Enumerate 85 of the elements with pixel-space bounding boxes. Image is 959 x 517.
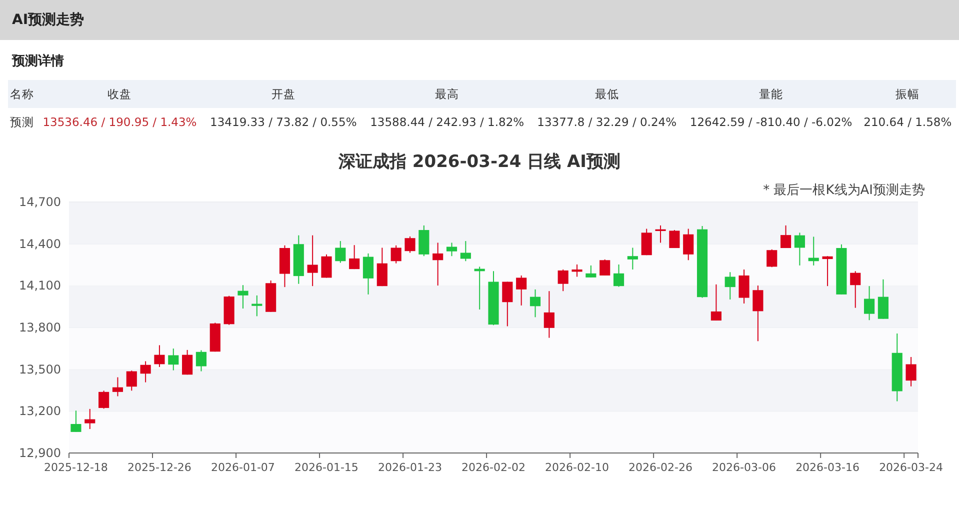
category-label: 最高 (363, 80, 531, 108)
candlestick (126, 370, 137, 392)
x-tick-label: 2026-02-02 (462, 461, 526, 474)
candlestick (390, 244, 402, 264)
candlestick (112, 376, 123, 397)
category-label: 振幅 (859, 80, 956, 108)
candlestick (168, 348, 179, 371)
x-tick-label: 2026-02-10 (545, 461, 609, 474)
candlestick (780, 224, 792, 249)
category-label: 最低 (530, 80, 683, 108)
candlestick (738, 268, 750, 304)
text: 13377.8 / 32.29 / 0.24% (536, 114, 678, 131)
candlestick (822, 256, 833, 287)
x-tick-label: 2026-03-24 (879, 461, 944, 474)
candlestick (850, 270, 861, 308)
x-tick-label: 2026-03-16 (796, 461, 860, 474)
candlestick (98, 390, 110, 410)
category-label: 开盘 (204, 80, 364, 108)
candlestick (252, 294, 262, 317)
candlestick (878, 278, 888, 320)
candlestick (766, 248, 778, 268)
text: * 最后一根K线为AI预测走势 (763, 183, 925, 198)
candlestick (349, 244, 360, 270)
x-tick-label: 2026-01-07 (211, 461, 275, 474)
y-tick-label: 14,700 (19, 195, 61, 209)
candlestick (710, 284, 722, 322)
candlestick (321, 254, 332, 278)
text: 13536.46 / 190.95 / 1.43% (42, 114, 198, 131)
text: 预测 (8, 114, 35, 130)
text: 210.64 / 1.58% (862, 114, 953, 131)
candlestick (683, 228, 694, 261)
candlestick (752, 285, 764, 342)
candlestick (182, 349, 193, 376)
category-label: 量能 (682, 80, 860, 108)
candlestick (446, 242, 458, 257)
candlestick (70, 410, 82, 432)
category-label: 收盘 (36, 80, 204, 108)
y-tick-label: 13,500 (19, 362, 61, 376)
candlestick (238, 284, 248, 310)
candlestick (516, 274, 527, 306)
candlestick (376, 247, 388, 287)
candlestick (335, 240, 346, 264)
candlestick (307, 234, 318, 287)
candlestick (586, 264, 596, 278)
category-label: 名称 (8, 80, 36, 108)
candlestick (502, 281, 513, 327)
y-tick-label: 12,900 (19, 446, 61, 460)
text: 12642.59 / -810.40 / -6.02% (688, 114, 854, 131)
candlestick (196, 350, 207, 372)
candlestick (362, 252, 374, 295)
text: 13588.44 / 242.93 / 1.82% (369, 114, 526, 131)
candlestick (613, 264, 624, 288)
candlestick (530, 288, 541, 318)
candlestick (404, 236, 416, 254)
candlestick (544, 290, 554, 338)
candlestick (140, 360, 151, 383)
candlestick (655, 224, 666, 244)
x-tick-label: 2026-01-23 (378, 461, 442, 474)
candlestick (432, 242, 444, 286)
candlestick (724, 272, 736, 300)
y-tick-label: 14,100 (19, 278, 61, 293)
x-tick-label: 2026-01-15 (294, 461, 358, 474)
candlestick (669, 230, 680, 249)
x-tick-label: 2025-12-18 (44, 461, 108, 474)
candlestick (154, 344, 165, 368)
text: AI预测走势 (0, 0, 959, 40)
y-tick-label: 13,800 (19, 320, 61, 334)
candlestick (460, 240, 471, 262)
x-tick-label: 2026-02-26 (628, 461, 692, 474)
candlestick (641, 228, 652, 256)
candlestick (864, 286, 875, 321)
candlestick (794, 232, 805, 266)
y-tick-label: 13,200 (19, 404, 61, 418)
x-tick-label: 2025-12-26 (128, 461, 192, 474)
text: 预测详情 (12, 52, 65, 70)
x-tick-label: 2026-03-06 (712, 461, 776, 474)
candlestick (906, 356, 916, 387)
text: 13419.33 / 73.82 / 0.55% (209, 114, 358, 131)
candlestick (558, 268, 568, 292)
y-tick-label: 14,400 (19, 236, 61, 251)
candlestick (600, 258, 610, 276)
chart-title: 深证成指 2026-03-24 日线 AI预测 (338, 152, 620, 172)
candlestick (84, 408, 96, 430)
candlestick (572, 264, 582, 278)
candlestick (627, 247, 638, 270)
